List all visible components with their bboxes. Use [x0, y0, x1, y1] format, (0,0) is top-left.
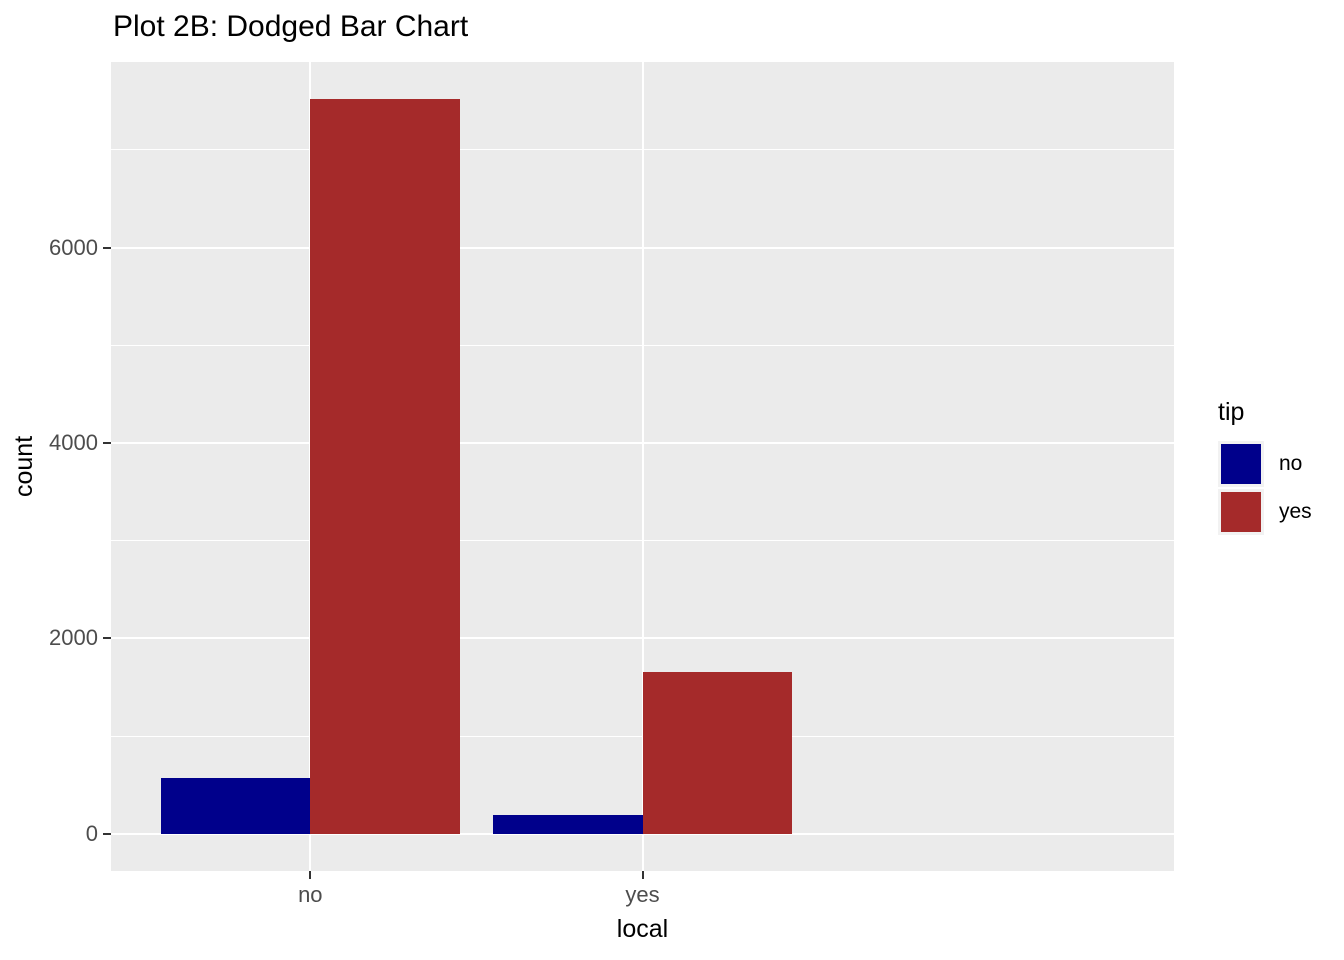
y-tick-label: 0	[85, 820, 98, 846]
legend-item-yes: yes	[1218, 489, 1312, 535]
x-tick-mark	[641, 871, 644, 879]
bar-no-yes	[310, 99, 460, 834]
y-tick-mark	[103, 637, 111, 640]
legend-swatch-yes	[1221, 492, 1261, 532]
bar-no-no	[160, 778, 311, 834]
legend-key	[1218, 489, 1264, 535]
chart-title: Plot 2B: Dodged Bar Chart	[113, 10, 469, 43]
legend-swatch-no	[1221, 444, 1261, 484]
x-axis-title: local	[616, 915, 669, 943]
bar-yes-no	[493, 814, 643, 834]
legend-label: yes	[1279, 500, 1312, 523]
gridline-major-x	[641, 62, 644, 871]
y-tick-label: 2000	[49, 625, 98, 651]
legend-key	[1218, 441, 1264, 487]
y-tick-mark	[103, 246, 111, 249]
y-axis-title: count	[10, 435, 38, 498]
legend-label: no	[1279, 452, 1303, 475]
x-tick-label: yes	[625, 882, 660, 907]
y-tick-label: 6000	[49, 234, 98, 260]
plot-panel	[111, 62, 1174, 871]
x-tick-label: no	[298, 882, 323, 907]
legend-title: tip	[1218, 398, 1245, 426]
legend-item-no: no	[1218, 441, 1312, 487]
y-tick-mark	[103, 442, 111, 445]
legend-items: no yes	[1218, 441, 1312, 535]
x-tick-mark	[309, 871, 312, 879]
bar-yes-yes	[642, 671, 792, 834]
y-tick-label: 4000	[49, 430, 98, 456]
legend: tip no yes	[1218, 398, 1312, 537]
y-tick-mark	[103, 832, 111, 835]
